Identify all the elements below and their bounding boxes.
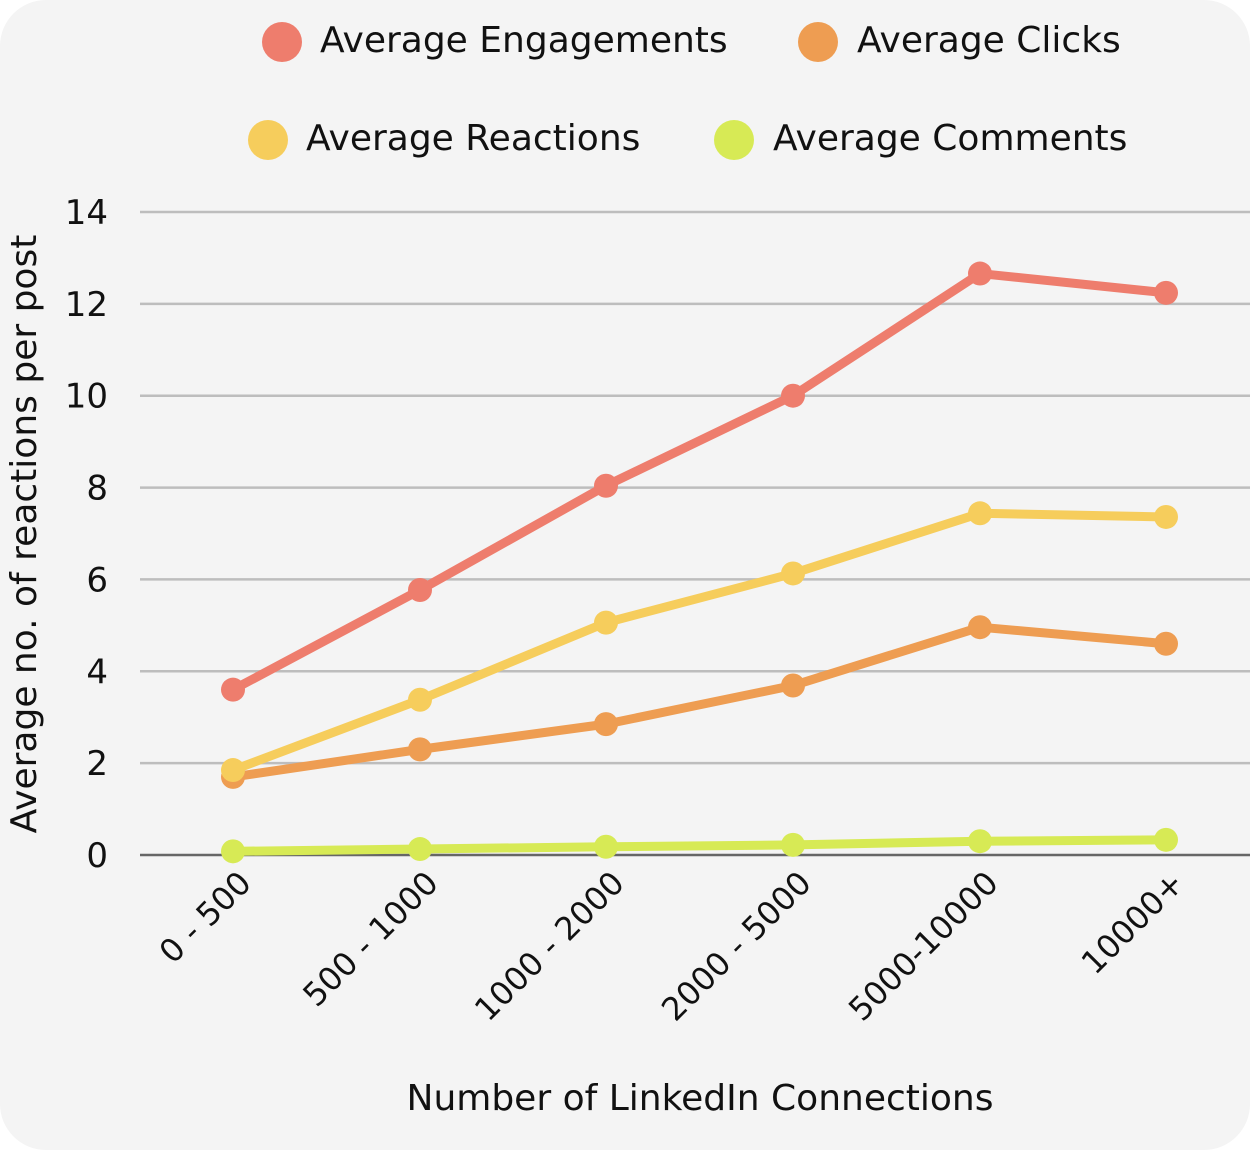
legend-item[interactable]: Average Engagements <box>262 20 728 62</box>
data-point[interactable] <box>594 610 618 635</box>
series-average-engagements <box>221 261 1178 702</box>
legend-marker-icon <box>248 120 288 160</box>
x-axis-title: Number of LinkedIn Connections <box>407 1078 994 1119</box>
data-point[interactable] <box>408 837 432 862</box>
series-line <box>232 622 1167 782</box>
gridlines <box>140 210 1250 857</box>
data-point[interactable] <box>781 561 805 586</box>
data-point[interactable] <box>781 673 805 698</box>
y-axis-ticks: 0 2 4 6 8 10 12 14 <box>65 193 108 876</box>
data-point[interactable] <box>408 687 432 712</box>
data-point[interactable] <box>781 383 805 408</box>
y-tick-label: 2 <box>86 744 108 784</box>
legend-item[interactable]: Average Comments <box>714 118 1127 160</box>
series-line <box>230 269 1167 694</box>
x-tick-label: 0 - 500 <box>152 864 259 971</box>
data-point[interactable] <box>968 615 992 640</box>
legend-marker-icon <box>262 22 302 62</box>
legend-marker-icon <box>798 22 838 62</box>
legend: Average Engagements Average Clicks Average… <box>248 20 1127 160</box>
data-point[interactable] <box>594 473 618 498</box>
data-point[interactable] <box>221 839 245 864</box>
data-point[interactable] <box>221 758 245 783</box>
series-line <box>232 835 1167 856</box>
data-point[interactable] <box>1154 827 1178 852</box>
data-point[interactable] <box>1154 631 1178 656</box>
x-tick-label: 500 - 1000 <box>295 864 445 1014</box>
series-average-comments <box>221 827 1178 864</box>
legend-label: Average Clicks <box>857 20 1121 61</box>
data-point[interactable] <box>221 677 245 702</box>
data-point[interactable] <box>781 832 805 857</box>
legend-marker-icon <box>714 120 754 160</box>
x-axis-ticks: 0 - 500 500 - 1000 1000 - 2000 2000 - 5000 5… <box>152 864 1192 1029</box>
series-group <box>221 261 1178 864</box>
y-tick-label: 4 <box>86 652 108 692</box>
legend-label: Average Comments <box>773 118 1127 159</box>
y-tick-label: 12 <box>65 285 108 325</box>
series-line <box>231 508 1167 775</box>
x-tick-label: 10000+ <box>1074 864 1192 982</box>
series-average-reactions <box>221 501 1178 783</box>
legend-item[interactable]: Average Reactions <box>248 118 640 160</box>
data-point[interactable] <box>1154 280 1178 305</box>
data-point[interactable] <box>594 834 618 859</box>
y-tick-label: 8 <box>86 469 108 509</box>
x-tick-label: 1000 - 2000 <box>467 864 632 1029</box>
x-tick-label: 2000 - 5000 <box>654 864 819 1029</box>
y-tick-label: 14 <box>65 193 108 233</box>
data-point[interactable] <box>968 829 992 854</box>
data-point[interactable] <box>408 737 432 762</box>
data-point[interactable] <box>594 712 618 737</box>
data-point[interactable] <box>968 501 992 526</box>
y-axis-title: Average no. of reactions per post <box>4 235 45 834</box>
x-tick-label: 5000-10000 <box>841 864 1006 1029</box>
legend-item[interactable]: Average Clicks <box>798 20 1121 62</box>
y-tick-label: 6 <box>86 560 108 600</box>
data-point[interactable] <box>968 261 992 286</box>
data-point[interactable] <box>1154 504 1178 529</box>
data-point[interactable] <box>408 577 432 602</box>
y-tick-label: 0 <box>86 836 108 876</box>
y-tick-label: 10 <box>65 377 108 417</box>
legend-label: Average Reactions <box>306 118 640 159</box>
legend-label: Average Engagements <box>320 20 728 61</box>
